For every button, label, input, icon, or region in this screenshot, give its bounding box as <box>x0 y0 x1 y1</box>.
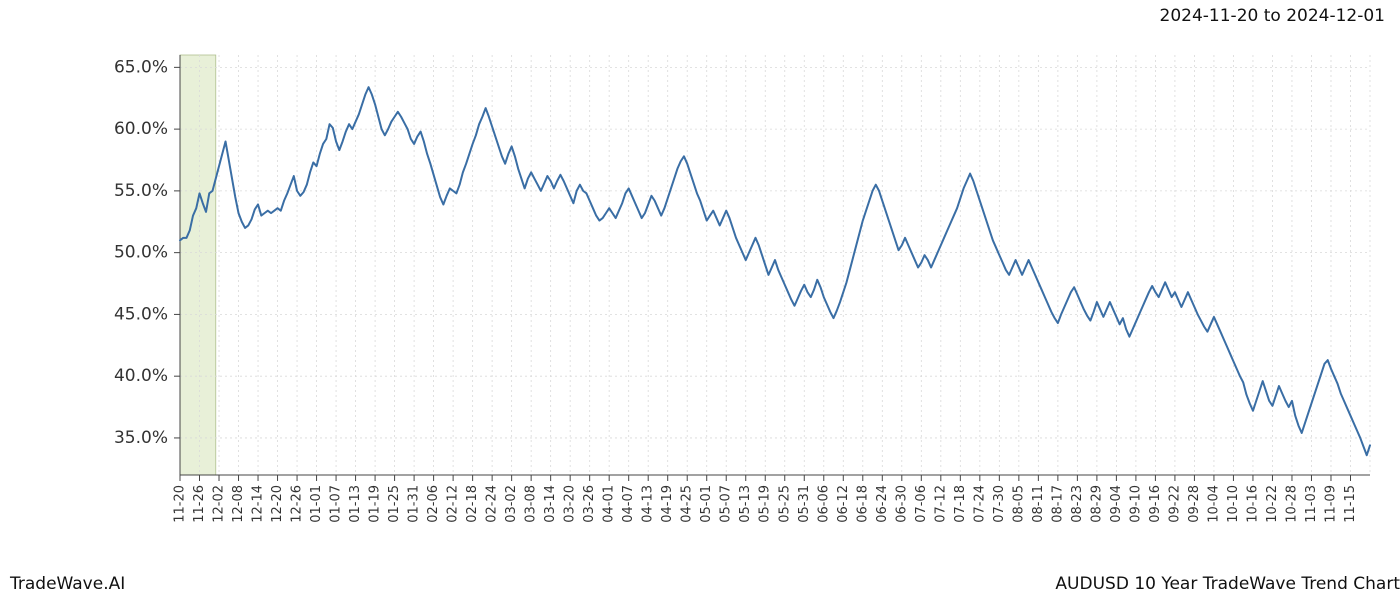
xtick-label: 05-31 <box>797 485 812 523</box>
xtick-label: 08-11 <box>1031 485 1046 523</box>
xtick-label: 04-19 <box>660 485 675 523</box>
xtick-label: 06-18 <box>855 485 870 523</box>
xtick-label: 02-12 <box>446 485 461 523</box>
xtick-label: 08-29 <box>1089 485 1104 523</box>
xtick-label: 11-26 <box>192 485 207 523</box>
xtick-label: 03-14 <box>543 485 558 523</box>
xtick-label: 02-24 <box>485 485 500 523</box>
xtick-label: 03-20 <box>563 485 578 523</box>
xtick-label: 08-23 <box>1070 485 1085 523</box>
xtick-label: 01-19 <box>368 485 383 523</box>
xtick-label: 10-22 <box>1265 485 1280 523</box>
xtick-label: 07-18 <box>953 485 968 523</box>
xtick-label: 03-02 <box>504 485 519 523</box>
series-line <box>180 87 1370 455</box>
ytick-label: 40.0% <box>114 366 168 386</box>
xtick-label: 07-12 <box>933 485 948 523</box>
ytick-label: 35.0% <box>114 428 168 448</box>
xtick-label: 11-20 <box>173 485 188 523</box>
xtick-label: 01-07 <box>329 485 344 523</box>
xtick-label: 03-26 <box>582 485 597 523</box>
xtick-label: 12-20 <box>270 485 285 523</box>
xtick-label: 12-08 <box>231 485 246 523</box>
ytick-label: 55.0% <box>114 181 168 201</box>
xtick-label: 07-30 <box>992 485 1007 523</box>
xtick-label: 05-25 <box>777 485 792 523</box>
xtick-label: 11-09 <box>1323 485 1338 523</box>
xtick-label: 06-06 <box>816 485 831 523</box>
xtick-label: 05-01 <box>699 485 714 523</box>
ytick-label: 60.0% <box>114 119 168 139</box>
xtick-label: 07-06 <box>914 485 929 523</box>
brand-label: TradeWave.AI <box>10 574 125 594</box>
xtick-label: 05-07 <box>719 485 734 523</box>
xtick-label: 05-13 <box>738 485 753 523</box>
xtick-label: 08-05 <box>1011 485 1026 523</box>
xtick-label: 10-04 <box>1206 485 1221 523</box>
chart-container: 2024-11-20 to 2024-12-01 35.0%40.0%45.0%… <box>0 0 1400 600</box>
xtick-label: 10-10 <box>1226 485 1241 523</box>
xtick-label: 09-16 <box>1148 485 1163 523</box>
xtick-label: 07-24 <box>972 485 987 523</box>
xtick-label: 11-15 <box>1343 485 1358 523</box>
xtick-label: 01-01 <box>309 485 324 523</box>
xtick-label: 12-02 <box>212 485 227 523</box>
xtick-label: 09-10 <box>1128 485 1143 523</box>
xtick-label: 09-28 <box>1187 485 1202 523</box>
xtick-label: 01-25 <box>387 485 402 523</box>
xtick-label: 05-19 <box>758 485 773 523</box>
ytick-label: 65.0% <box>114 57 168 77</box>
xtick-label: 10-16 <box>1245 485 1260 523</box>
xtick-label: 01-13 <box>348 485 363 523</box>
chart-title: AUDUSD 10 Year TradeWave Trend Chart <box>1055 574 1400 594</box>
ytick-label: 50.0% <box>114 243 168 263</box>
xtick-label: 04-25 <box>680 485 695 523</box>
trend-chart: 35.0% 40.0% 45.0% 50.0% 55.0% 60.0% 65.0% 11-20… <box>0 0 1400 600</box>
xtick-label: 01-31 <box>407 485 422 523</box>
xtick-label: 03-08 <box>524 485 539 523</box>
xtick-label: 04-07 <box>621 485 636 523</box>
xtick-label: 12-26 <box>290 485 305 523</box>
xtick-label: 12-14 <box>251 485 266 523</box>
xtick-label: 09-04 <box>1109 485 1124 523</box>
xtick-label: 06-12 <box>836 485 851 523</box>
xtick-label: 04-13 <box>641 485 656 523</box>
xtick-label: 09-22 <box>1167 485 1182 523</box>
xtick-label: 02-18 <box>465 485 480 523</box>
xtick-label: 06-24 <box>875 485 890 523</box>
xtick-label: 04-01 <box>602 485 617 523</box>
xtick-label: 08-17 <box>1050 485 1065 523</box>
ytick-label: 45.0% <box>114 304 168 324</box>
xtick-label: 10-28 <box>1284 485 1299 523</box>
xtick-label: 02-06 <box>426 485 441 523</box>
xtick-label: 11-03 <box>1304 485 1319 523</box>
xtick-label: 06-30 <box>894 485 909 523</box>
highlight-band <box>180 55 216 475</box>
